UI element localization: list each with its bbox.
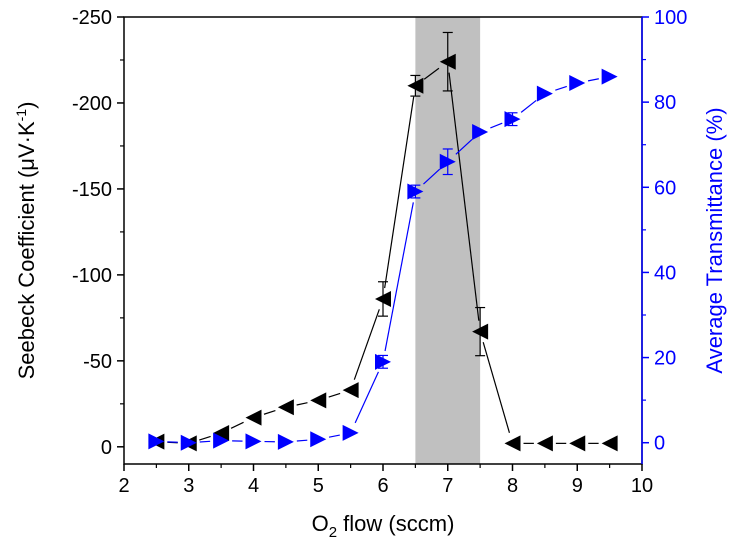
transmittance-connector (296, 439, 308, 442)
seebeck-connector (482, 342, 511, 433)
transmittance-point (148, 433, 165, 450)
seebeck-point (407, 77, 424, 94)
transmittance-connector (555, 85, 567, 91)
x-tick-label: 8 (507, 475, 518, 497)
seebeck-connector (263, 410, 276, 415)
transmittance-point (180, 434, 197, 451)
transmittance-connector (490, 122, 503, 129)
axes-layer: 2 3 4 5 6 7 8 9 10 -250 -200 -150 -100 -50 0 100 80 60 40 2… (72, 7, 687, 497)
seebeck-connector (296, 402, 308, 406)
seebeck-point (439, 53, 456, 70)
seebeck-point (601, 435, 618, 452)
seebeck-connector (448, 72, 480, 321)
seebeck-series (148, 31, 618, 452)
transmittance-point (439, 153, 456, 170)
transmittance-connector (423, 168, 441, 185)
seebeck-connector (328, 392, 341, 398)
left-axis-title-close: ) (14, 102, 39, 109)
left-tick-label: -100 (72, 265, 112, 287)
transmittance-connector (199, 440, 211, 443)
left-tick-label: -150 (72, 179, 112, 201)
transmittance-point (310, 431, 327, 448)
series-layer (148, 31, 618, 452)
transmittance-connector (587, 78, 599, 82)
right-tick-label: 80 (654, 92, 676, 114)
x-axis-title: O2 flow (sccm) (312, 511, 455, 541)
seebeck-connector (199, 435, 211, 441)
left-axis-title-main: Seebeck Coefficient (μV·K (14, 121, 39, 379)
x-tick-label: 5 (313, 475, 324, 497)
x-axis-title-subscript: 2 (329, 524, 337, 541)
right-tick-label: 40 (654, 262, 676, 284)
left-tick-label: -50 (83, 351, 112, 373)
transmittance-connector (384, 202, 414, 352)
transmittance-connector (354, 371, 379, 424)
seebeck-connector (384, 96, 415, 289)
seebeck-point (310, 392, 327, 409)
x-tick-label: 7 (442, 475, 453, 497)
transmittance-point (601, 68, 618, 85)
transmittance-connector (455, 138, 473, 155)
right-tick-label: 20 (654, 348, 676, 370)
right-axis-title: Average Transmittance (%) (702, 107, 727, 373)
seebeck-point (375, 290, 391, 307)
left-tick-label: 0 (101, 437, 112, 459)
right-tick-label: 60 (654, 177, 676, 199)
seebeck-point (569, 435, 586, 452)
transmittance-point (245, 433, 262, 450)
x-axis-title-prefix: O (312, 511, 329, 536)
plot-frame (123, 16, 643, 465)
left-axis-title: Seebeck Coefficient (μV·K-1) (13, 102, 39, 380)
seebeck-point (245, 409, 262, 426)
transmittance-connector (520, 99, 537, 113)
seebeck-connector (423, 67, 440, 80)
transmittance-point (536, 85, 553, 102)
seebeck-point (277, 399, 294, 416)
transmittance-point (375, 353, 391, 370)
transmittance-point (342, 424, 359, 441)
x-tick-label: 9 (572, 475, 583, 497)
transmittance-point (504, 111, 521, 128)
left-axis-title-superscript: -1 (13, 109, 29, 122)
seebeck-point (213, 425, 230, 442)
transmittance-connector (328, 434, 340, 438)
x-tick-label: 3 (183, 475, 194, 497)
right-tick-label: 100 (654, 7, 687, 29)
seebeck-point (536, 435, 553, 452)
seebeck-connector (353, 309, 380, 380)
transmittance-point (569, 74, 586, 91)
x-axis-title-suffix: flow (sccm) (337, 511, 454, 536)
transmittance-point (407, 183, 424, 200)
seebeck-point (504, 435, 521, 452)
left-tick-label: -200 (72, 93, 112, 115)
x-tick-label: 4 (248, 475, 259, 497)
seebeck-point (342, 382, 359, 399)
transmittance-point (472, 123, 489, 140)
right-tick-label: 0 (654, 433, 665, 455)
x-tick-label: 6 (377, 475, 388, 497)
transmittance-series (148, 68, 618, 451)
transmittance-point (277, 433, 294, 450)
x-tick-label: 10 (631, 475, 653, 497)
left-tick-label: -250 (72, 7, 112, 29)
x-tick-label: 2 (118, 475, 129, 497)
seebeck-connector (230, 421, 244, 429)
seebeck-point (472, 323, 489, 340)
transmittance-point (213, 432, 230, 449)
